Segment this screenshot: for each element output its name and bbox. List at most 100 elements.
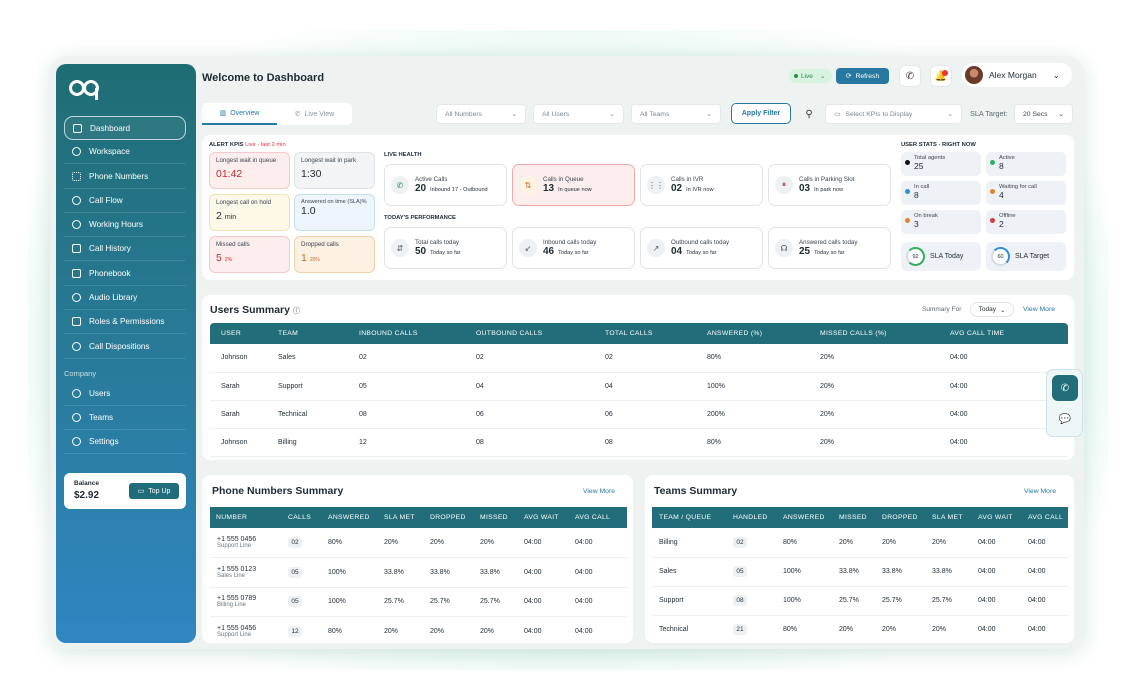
card-sub: Today so far bbox=[430, 250, 461, 256]
col-header[interactable]: MISSED bbox=[480, 507, 524, 528]
col-header[interactable]: INBOUND CALLS bbox=[359, 323, 476, 344]
col-header[interactable]: TOTAL CALLS bbox=[605, 323, 707, 344]
table-row[interactable]: Billing 02 80% 20% 20% 20% 04:00 04:00 bbox=[652, 528, 1068, 558]
col-header[interactable]: SLA MET bbox=[932, 507, 978, 528]
teams-filter[interactable]: All Teams ⌄ bbox=[631, 104, 721, 124]
teams-summary-panel: Teams Summary View More TEAM / QUEUE HAN… bbox=[645, 475, 1074, 645]
sidebar-item-workspace[interactable]: Workspace bbox=[64, 140, 186, 165]
table-row[interactable]: +1 555 0456 Support Line 02 80% 20% 20% 20% 04:… bbox=[210, 528, 627, 558]
kpi-longest-wait-park[interactable]: Longest wait in park 1:30 bbox=[294, 152, 375, 189]
card-answered-calls[interactable]: ☊ Answered calls today 25 Today so far bbox=[768, 227, 891, 269]
tab-live-view[interactable]: ✆ Live View bbox=[277, 103, 352, 125]
card-outbound-calls[interactable]: ↗ Outbound calls today 04 Today so far bbox=[640, 227, 763, 269]
sidebar-item-teams[interactable]: Teams bbox=[64, 406, 186, 430]
card-calls-in-queue[interactable]: ⇅ Calls in Queue 13 In queue now bbox=[512, 164, 635, 206]
table-row[interactable]: +1 555 0789 Billing Line 05 100% 25.7% 25.7% 2… bbox=[210, 587, 627, 617]
sidebar-item-label: Phone Numbers bbox=[89, 171, 149, 181]
kpi-longest-hold[interactable]: Longest call on hold 2 min bbox=[209, 194, 290, 231]
col-header[interactable]: TEAM bbox=[278, 323, 359, 344]
col-header[interactable]: DROPPED bbox=[430, 507, 480, 528]
users-view-more-link[interactable]: View More bbox=[1023, 306, 1055, 313]
col-header[interactable]: AVG WAIT bbox=[978, 507, 1028, 528]
sidebar-item-roles-permissions[interactable]: Roles & Permissions bbox=[64, 310, 186, 335]
sidebar-item-users[interactable]: Users bbox=[64, 382, 186, 406]
table-header-row: NUMBER CALLS ANSWERED SLA MET DROPPED MI… bbox=[210, 507, 627, 528]
col-header[interactable]: HANDLED bbox=[733, 507, 783, 528]
refresh-button[interactable]: ⟳ Refresh bbox=[836, 68, 889, 84]
period-select[interactable]: Today ⌄ bbox=[970, 302, 1014, 317]
col-header[interactable]: TEAM / QUEUE bbox=[652, 507, 733, 528]
phone-view-more-link[interactable]: View More bbox=[583, 488, 615, 495]
col-header[interactable]: MISSED CALLS (%) bbox=[820, 323, 950, 344]
table-cell: 200% bbox=[707, 400, 820, 429]
sla-target-select[interactable]: 20 Secs ⌄ bbox=[1014, 104, 1073, 124]
sidebar-item-label: Audio Library bbox=[89, 293, 138, 303]
filter-button[interactable]: ⚲ bbox=[799, 104, 819, 124]
col-header[interactable]: AVG CALL TIME bbox=[950, 323, 1068, 344]
top-up-button[interactable]: ▭ Top Up bbox=[129, 483, 179, 499]
card-active-calls[interactable]: ✆ Active Calls 20 Inbound 17 - Outbound bbox=[384, 164, 507, 206]
dialer-button[interactable]: ✆ bbox=[1052, 375, 1078, 401]
teams-view-more-link[interactable]: View More bbox=[1024, 488, 1056, 495]
table-row[interactable]: Sarah Support 05 04 04 100% 20% 04:00 bbox=[210, 372, 1068, 401]
sidebar-item-dashboard[interactable]: Dashboard bbox=[64, 116, 186, 140]
table-cell: 21 bbox=[733, 615, 783, 645]
col-header[interactable]: CALLS bbox=[288, 507, 328, 528]
notifications-button[interactable]: 🔔 bbox=[930, 65, 952, 87]
table-row[interactable]: +1 555 0123 Sales Line 05 100% 33.8% 33.8% 33.… bbox=[210, 557, 627, 588]
users-filter[interactable]: All Users ⌄ bbox=[533, 104, 624, 124]
card-value-text: 02 bbox=[671, 183, 683, 194]
kpi-longest-wait-queue[interactable]: Longest wait in queue 01:42 bbox=[209, 152, 290, 189]
sidebar-item-settings[interactable]: Settings bbox=[64, 430, 186, 455]
numbers-filter[interactable]: All Numbers ⌄ bbox=[436, 104, 526, 124]
tab-label: Live View bbox=[304, 110, 335, 118]
col-header[interactable]: USER bbox=[210, 323, 278, 344]
card-value: 20 Inbound 17 - Outbound bbox=[415, 183, 488, 194]
col-header[interactable]: SLA MET bbox=[384, 507, 430, 528]
sidebar-item-call-dispositions[interactable]: Call Dispositions bbox=[64, 335, 186, 359]
card-calls-in-parking[interactable]: ⏸ Calls in Parking Slot 03 In park now bbox=[768, 164, 891, 206]
sidebar-item-audio-library[interactable]: Audio Library bbox=[64, 286, 186, 311]
table-row[interactable]: Support 08 100% 25.7% 25.7% 25.7% 04:00 04:00 bbox=[652, 586, 1068, 616]
col-header[interactable]: OUTBOUND CALLS bbox=[476, 323, 605, 344]
sidebar-item-call-flow[interactable]: Call Flow bbox=[64, 189, 186, 213]
card-total-calls[interactable]: ⇵ Total calls today 50 Today so far bbox=[384, 227, 507, 269]
user-menu[interactable]: Alex Morgan ⌄ bbox=[962, 63, 1072, 87]
card-inbound-calls[interactable]: ↙ Inbound calls today 46 Today so far bbox=[512, 227, 635, 269]
col-header[interactable]: AVG WAIT bbox=[524, 507, 575, 528]
table-row[interactable]: Technical 21 80% 20% 20% 20% 04:00 04:00 bbox=[652, 615, 1068, 645]
table-cell: 100% bbox=[707, 372, 820, 401]
sidebar-item-label: Call History bbox=[89, 244, 131, 254]
table-cell: Technical bbox=[278, 400, 359, 429]
phone-forward-button[interactable]: ✆ bbox=[899, 65, 921, 87]
apply-filter-button[interactable]: Apply Filter bbox=[731, 103, 791, 124]
sidebar-item-working-hours[interactable]: Working Hours bbox=[64, 213, 186, 238]
col-header[interactable]: ANSWERED bbox=[328, 507, 384, 528]
kpi-dropped-calls[interactable]: Dropped calls 1 20% bbox=[294, 236, 375, 273]
card-calls-in-ivr[interactable]: ⋮⋮ Calls in IVR 02 In IVR now bbox=[640, 164, 763, 206]
table-row[interactable]: Johnson Sales 02 02 02 80% 20% 04:00 bbox=[210, 344, 1068, 373]
table-row[interactable]: Johnson Billing 12 08 08 80% 20% 04:00 bbox=[210, 428, 1068, 457]
col-header[interactable]: DROPPED bbox=[882, 507, 932, 528]
kpi-select[interactable]: ▭ Select KPIs to Display ⌄ bbox=[825, 104, 962, 124]
handled-badge: 05 bbox=[733, 566, 747, 577]
tab-overview[interactable]: ▥ Overview bbox=[202, 103, 277, 125]
table-row[interactable]: +1 555 0456 Support Line 12 80% 20% 20% 20% 04:… bbox=[210, 616, 627, 647]
col-header[interactable]: AVG CALL bbox=[575, 507, 627, 528]
table-row[interactable]: Sales 05 100% 33.8% 33.8% 33.8% 04:00 04:00 bbox=[652, 557, 1068, 587]
kpi-sla-answered[interactable]: Answered on time (SLA)% 1.0 bbox=[294, 194, 375, 231]
table-row[interactable]: Sarah Technical 08 06 06 200% 20% 04:00 bbox=[210, 400, 1068, 429]
col-header[interactable]: AVG CALL bbox=[1028, 507, 1068, 528]
col-header[interactable]: ANSWERED bbox=[783, 507, 839, 528]
chat-button[interactable]: 💬 bbox=[1052, 406, 1078, 432]
col-header[interactable]: ANSWERED (%) bbox=[707, 323, 820, 344]
sidebar-item-phonebook[interactable]: Phonebook bbox=[64, 262, 186, 286]
kpi-missed-calls[interactable]: Missed calls 5 2% bbox=[209, 236, 290, 273]
live-toggle[interactable]: Live ⌄ bbox=[789, 69, 832, 83]
col-header[interactable]: NUMBER bbox=[210, 507, 288, 528]
sidebar-item-call-history[interactable]: Call History bbox=[64, 237, 186, 262]
col-header[interactable]: MISSED bbox=[839, 507, 882, 528]
sidebar-item-phone-numbers[interactable]: Phone Numbers bbox=[64, 165, 186, 189]
kpi-label: Longest wait in queue bbox=[216, 157, 277, 164]
kpi-label: Dropped calls bbox=[301, 241, 339, 248]
